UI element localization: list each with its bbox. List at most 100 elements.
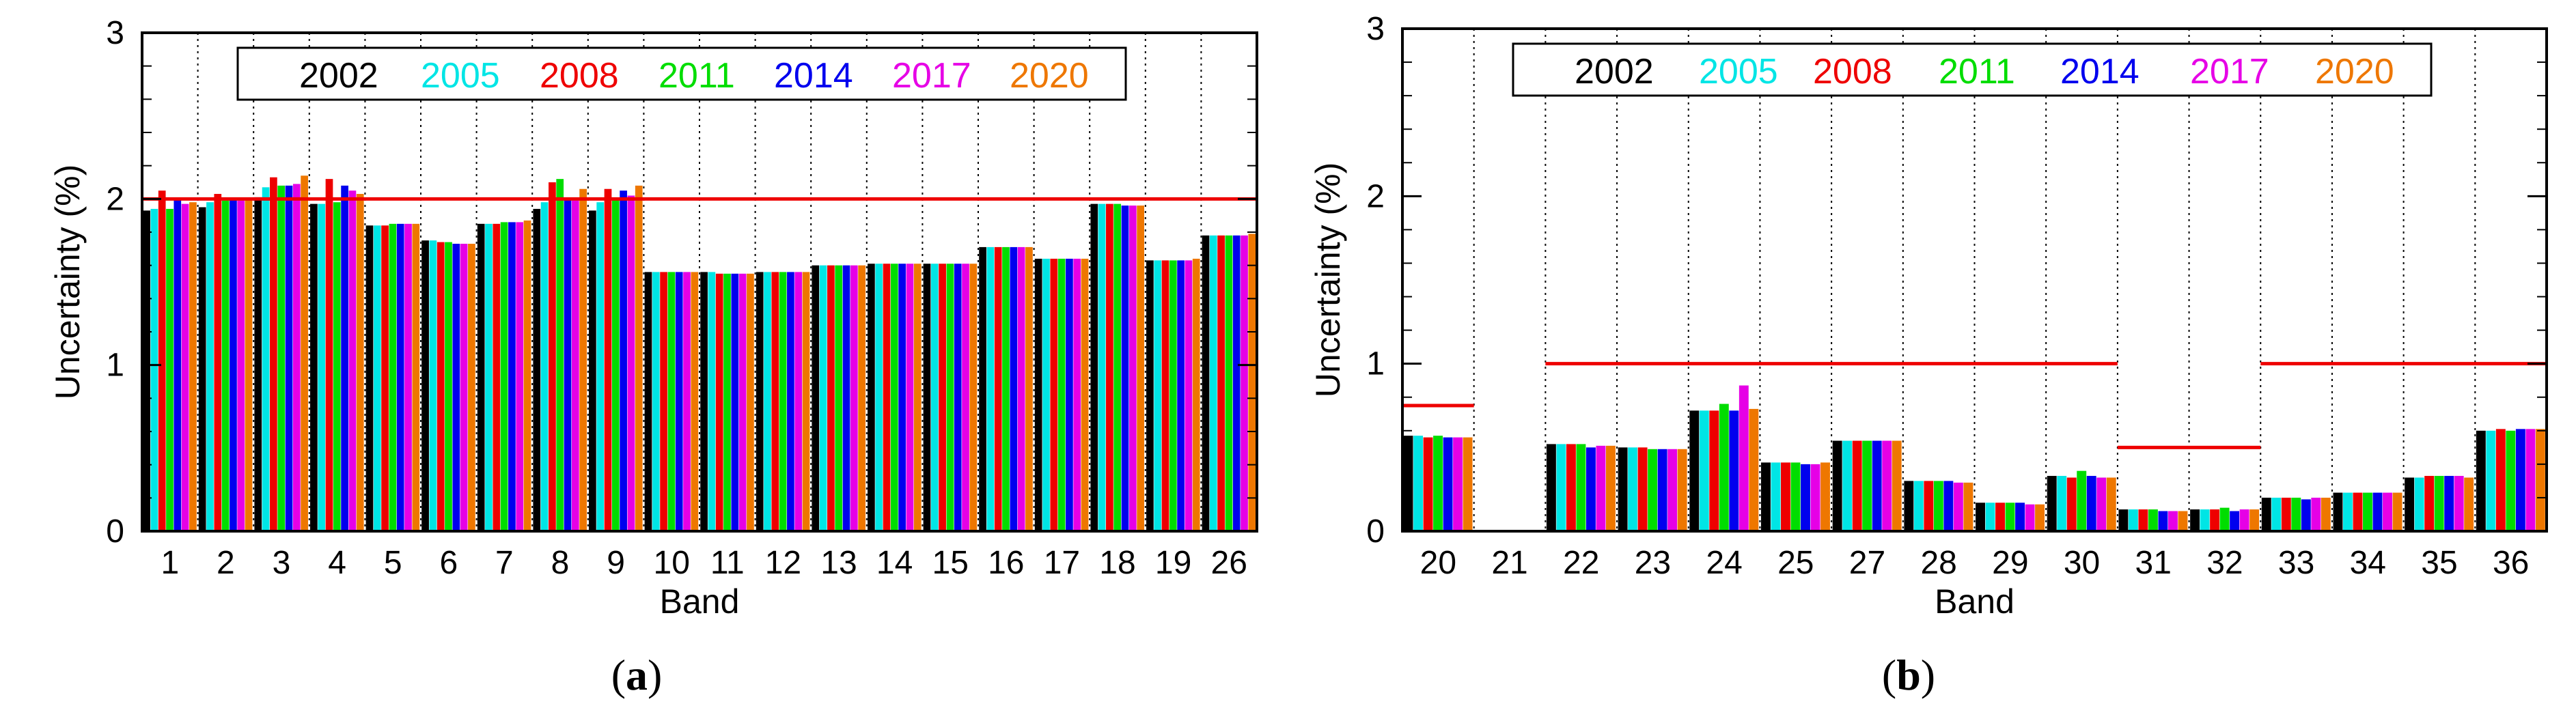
bar-2005-band-19 — [1154, 260, 1162, 531]
x-tick-label-3: 3 — [273, 545, 291, 581]
bar-2017-band-32 — [2239, 509, 2249, 531]
bar-2014-band-1 — [174, 199, 182, 531]
bar-2020-band-13 — [858, 265, 865, 531]
bar-2017-band-5 — [404, 223, 412, 531]
bar-2005-band-13 — [819, 265, 827, 531]
bar-2020-band-20 — [1463, 437, 1473, 531]
bar-2014-band-35 — [2444, 476, 2454, 531]
legend-entry-2017: 2017 — [2190, 52, 2269, 91]
bar-2002-band-3 — [254, 197, 262, 531]
x-tick-label-27: 27 — [1849, 545, 1885, 581]
bar-2005-band-26 — [1209, 235, 1217, 531]
bar-2014-band-3 — [285, 185, 293, 531]
bar-2005-band-20 — [1413, 436, 1423, 531]
bar-2014-band-8 — [564, 199, 572, 531]
bar-2014-band-4 — [341, 185, 348, 531]
bar-2005-band-23 — [1628, 447, 1638, 531]
bar-2014-band-19 — [1177, 260, 1185, 531]
x-tick-label-32: 32 — [2206, 545, 2243, 581]
x-tick-label-5: 5 — [384, 545, 402, 581]
bar-2017-band-28 — [1953, 482, 1963, 531]
bar-2005-band-14 — [875, 264, 883, 531]
bar-2017-band-20 — [1453, 437, 1463, 531]
bar-2008-band-16 — [994, 246, 1002, 531]
bar-2011-band-35 — [2434, 476, 2444, 531]
bar-2020-band-28 — [1963, 482, 1973, 531]
bar-2008-band-26 — [1217, 235, 1225, 531]
bar-2020-band-2 — [245, 199, 253, 531]
bar-2017-band-33 — [2311, 497, 2321, 531]
bar-2008-band-29 — [1995, 503, 2005, 531]
bar-2002-band-29 — [1976, 503, 1985, 531]
bar-2005-band-9 — [596, 202, 605, 531]
bar-2020-band-36 — [2535, 429, 2545, 531]
bar-2017-band-27 — [1882, 440, 1892, 531]
bar-2017-band-14 — [906, 264, 914, 531]
x-tick-label-15: 15 — [932, 545, 969, 581]
bar-2005-band-16 — [986, 246, 995, 531]
bar-2014-band-20 — [1443, 437, 1453, 531]
bar-2017-band-10 — [683, 272, 691, 531]
plot-frame — [1401, 27, 2548, 533]
x-tick-label-19: 19 — [1155, 545, 1191, 581]
bar-2005-band-33 — [2271, 497, 2282, 531]
bar-2020-band-9 — [635, 185, 643, 531]
bar-2002-band-10 — [644, 272, 652, 531]
x-tick-label-2: 2 — [217, 545, 235, 581]
x-tick-label-11: 11 — [710, 545, 745, 581]
bar-2008-band-31 — [2138, 509, 2148, 531]
bar-2014-band-30 — [2086, 476, 2096, 531]
bar-2017-band-19 — [1185, 260, 1193, 531]
legend-entry-2002: 2002 — [299, 56, 378, 96]
bar-2008-band-24 — [1709, 410, 1719, 531]
y-tick-label: 0 — [106, 513, 124, 550]
bar-2020-band-1 — [189, 202, 197, 531]
bar-2002-band-17 — [1034, 258, 1042, 531]
bar-2008-band-20 — [1423, 437, 1433, 531]
bar-2002-band-27 — [1832, 440, 1842, 531]
bar-2005-band-22 — [1556, 444, 1566, 531]
bar-2002-band-9 — [589, 210, 596, 531]
bar-2014-band-13 — [842, 265, 850, 531]
bar-2020-band-33 — [2321, 497, 2331, 531]
bar-2008-band-19 — [1161, 260, 1169, 531]
bar-2005-band-6 — [429, 240, 437, 531]
bar-2011-band-24 — [1719, 404, 1729, 531]
bar-2017-band-35 — [2454, 476, 2464, 531]
bar-2020-band-29 — [2035, 504, 2045, 531]
bar-2005-band-24 — [1699, 410, 1709, 531]
bar-2017-band-12 — [794, 272, 803, 531]
bar-2017-band-18 — [1128, 206, 1137, 531]
bar-2014-band-18 — [1121, 206, 1129, 531]
x-tick-label-13: 13 — [820, 545, 857, 581]
x-tick-label-31: 31 — [2135, 545, 2172, 581]
bar-2014-band-36 — [2515, 429, 2525, 531]
bar-2008-band-22 — [1566, 444, 1576, 531]
bar-2014-band-33 — [2301, 499, 2311, 531]
x-tick-label-30: 30 — [2064, 545, 2100, 581]
bar-2017-band-3 — [292, 184, 301, 531]
x-tick-label-36: 36 — [2493, 545, 2529, 581]
bar-2008-band-33 — [2281, 497, 2291, 531]
bar-2008-band-15 — [939, 264, 946, 531]
bar-2011-band-7 — [500, 222, 508, 531]
bar-2020-band-15 — [969, 264, 978, 531]
bar-2002-band-32 — [2190, 509, 2200, 531]
bar-2017-band-9 — [627, 195, 635, 531]
panel-caption: (b) — [1882, 651, 1935, 699]
x-tick-label-18: 18 — [1099, 545, 1135, 581]
x-tick-label-21: 21 — [1491, 545, 1527, 581]
bar-2011-band-19 — [1169, 260, 1177, 531]
bar-2014-band-2 — [230, 199, 237, 531]
bar-2002-band-26 — [1202, 235, 1210, 531]
bar-2005-band-36 — [2486, 430, 2496, 531]
x-tick-label-25: 25 — [1777, 545, 1814, 581]
legend-entry-2020: 2020 — [2315, 52, 2394, 91]
bar-2008-band-11 — [715, 273, 723, 531]
legend-entry-2002: 2002 — [1575, 52, 1654, 91]
bar-2005-band-27 — [1842, 440, 1853, 531]
bar-2014-band-25 — [1801, 464, 1810, 531]
bar-2020-band-17 — [1081, 258, 1089, 531]
